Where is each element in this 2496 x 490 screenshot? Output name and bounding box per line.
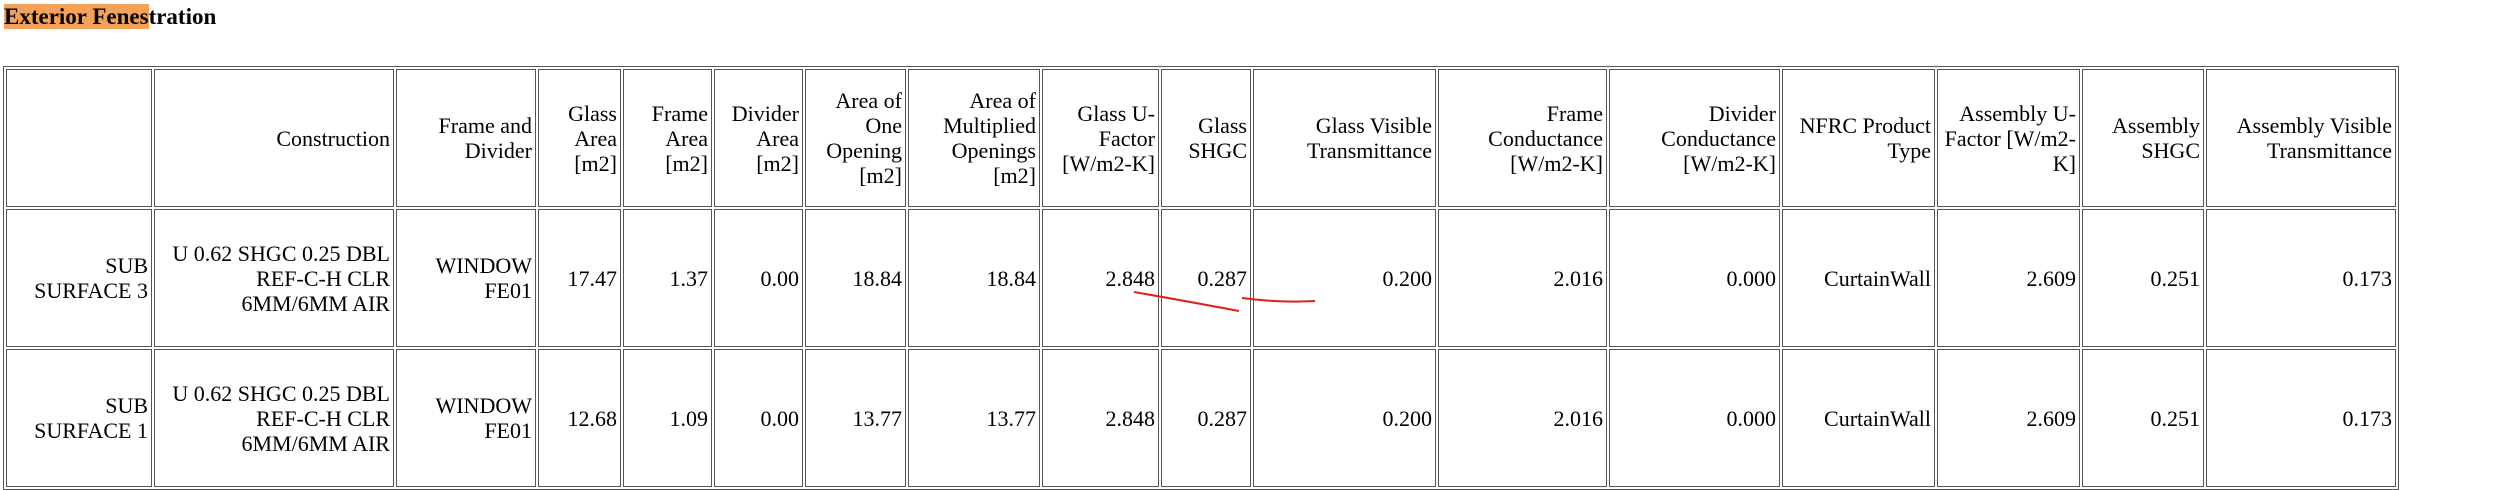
data-cell: 2.609: [1937, 349, 2080, 487]
data-cell: U 0.62 SHGC 0.25 DBL REF-C-H CLR 6MM/6MM…: [154, 349, 394, 487]
data-cell: 0.00: [714, 209, 803, 347]
data-cell: 0.287: [1161, 209, 1251, 347]
data-cell: SUB SURFACE 3: [6, 209, 152, 347]
section-title: Exterior Fenestration: [4, 4, 216, 30]
header-cell: Divider Conductance [W/m2-K]: [1609, 69, 1780, 207]
data-cell: 0.287: [1161, 349, 1251, 487]
header-cell: Assembly SHGC: [2082, 69, 2204, 207]
header-cell: Assembly Visible Transmittance: [2206, 69, 2396, 207]
data-cell: WINDOW FE01: [396, 209, 536, 347]
data-cell: 1.09: [623, 349, 712, 487]
data-cell: 2.848: [1042, 349, 1159, 487]
data-cell: 12.68: [538, 349, 621, 487]
title-highlight: Exterior Fenes: [4, 4, 149, 29]
header-cell: Glass Area [m2]: [538, 69, 621, 207]
header-cell: Area of One Opening [m2]: [805, 69, 906, 207]
data-cell: U 0.62 SHGC 0.25 DBL REF-C-H CLR 6MM/6MM…: [154, 209, 394, 347]
data-cell: CurtainWall: [1782, 209, 1935, 347]
data-cell: 0.173: [2206, 349, 2396, 487]
header-cell: Frame Conductance [W/m2-K]: [1438, 69, 1607, 207]
data-cell: 17.47: [538, 209, 621, 347]
header-row: Construction Frame and Divider Glass Area …: [6, 69, 2396, 207]
data-cell: 0.000: [1609, 349, 1780, 487]
data-cell: 2.016: [1438, 209, 1607, 347]
data-cell: 13.77: [805, 349, 906, 487]
data-cell: SUB SURFACE 1: [6, 349, 152, 487]
header-cell: Area of Multiplied Openings [m2]: [908, 69, 1040, 207]
data-cell: 0.173: [2206, 209, 2396, 347]
data-cell: 0.251: [2082, 209, 2204, 347]
header-cell: Glass SHGC: [1161, 69, 1251, 207]
header-cell: Frame and Divider: [396, 69, 536, 207]
data-cell: 2.016: [1438, 349, 1607, 487]
data-cell: 0.200: [1253, 349, 1436, 487]
header-cell: Glass U-Factor [W/m2-K]: [1042, 69, 1159, 207]
header-cell: Frame Area [m2]: [623, 69, 712, 207]
data-cell: CurtainWall: [1782, 349, 1935, 487]
header-cell: Divider Area [m2]: [714, 69, 803, 207]
data-cell: 18.84: [805, 209, 906, 347]
data-cell: 1.37: [623, 209, 712, 347]
fenestration-table: Construction Frame and Divider Glass Area …: [3, 66, 2399, 490]
header-cell: NFRC Product Type: [1782, 69, 1935, 207]
data-cell: 0.000: [1609, 209, 1780, 347]
data-cell: 0.200: [1253, 209, 1436, 347]
header-cell: Glass Visible Transmittance: [1253, 69, 1436, 207]
data-cell: 2.848: [1042, 209, 1159, 347]
data-cell: 18.84: [908, 209, 1040, 347]
data-cell: WINDOW FE01: [396, 349, 536, 487]
title-rest: tration: [148, 4, 217, 29]
header-cell: Assembly U-Factor [W/m2-K]: [1937, 69, 2080, 207]
data-cell: 13.77: [908, 349, 1040, 487]
header-cell: Construction: [154, 69, 394, 207]
data-cell: 0.251: [2082, 349, 2204, 487]
data-cell: 2.609: [1937, 209, 2080, 347]
data-cell: 0.00: [714, 349, 803, 487]
header-cell: [6, 69, 152, 207]
